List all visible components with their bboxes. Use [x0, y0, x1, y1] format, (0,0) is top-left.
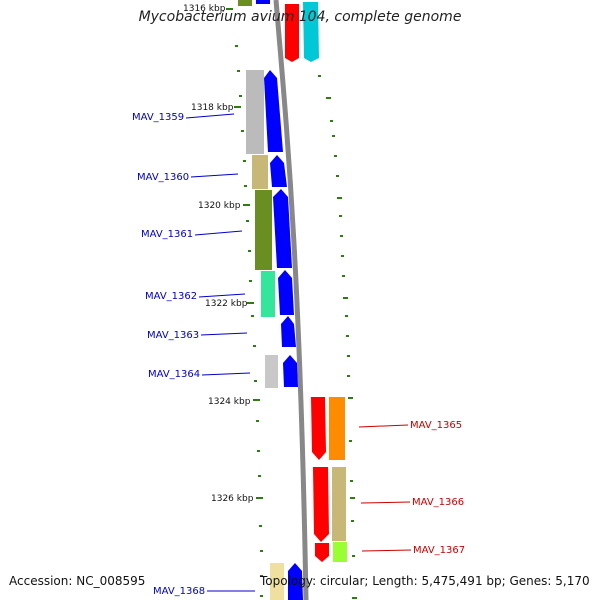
gene-label[interactable]: MAV_1368 [153, 586, 205, 597]
gene-label[interactable]: MAV_1360 [137, 172, 189, 183]
gene-features-top [238, 0, 319, 62]
gene-leaders-left [185, 113, 255, 592]
genome-summary: Topology: circular; Length: 5,475,491 bp… [260, 574, 590, 588]
gene-label[interactable]: MAV_1366 [412, 497, 464, 508]
accession-label: Accession: NC_008595 [9, 574, 146, 588]
forward-strand-genes [264, 70, 303, 600]
gene-leaders-right [358, 424, 412, 552]
tick-marks-inner [235, 45, 263, 597]
gene-label[interactable]: MAV_1362 [145, 291, 197, 302]
gene-label[interactable]: MAV_1359 [132, 112, 184, 123]
gene-label[interactable]: MAV_1367 [413, 545, 465, 556]
gene-label[interactable]: MAV_1364 [148, 369, 200, 380]
kbp-ticks [226, 8, 263, 499]
kbp-label: 1324 kbp [208, 397, 251, 407]
kbp-label: 1326 kbp [211, 494, 254, 504]
kbp-label: 1316 kbp [183, 4, 226, 14]
kbp-label: 1320 kbp [198, 201, 241, 211]
gene-category-blocks [246, 70, 284, 600]
map-title: Mycobacterium avium 104, complete genome [138, 9, 462, 25]
tick-marks-outer [318, 75, 357, 599]
gene-label[interactable]: MAV_1365 [410, 420, 462, 431]
reverse-strand-genes [311, 397, 329, 562]
kbp-label: 1322 kbp [205, 299, 248, 309]
kbp-label: 1318 kbp [191, 103, 234, 113]
genome-backbone [273, 0, 309, 600]
gene-label[interactable]: MAV_1361 [141, 229, 193, 240]
gene-category-blocks-right [329, 397, 347, 562]
gene-label[interactable]: MAV_1363 [147, 330, 199, 341]
